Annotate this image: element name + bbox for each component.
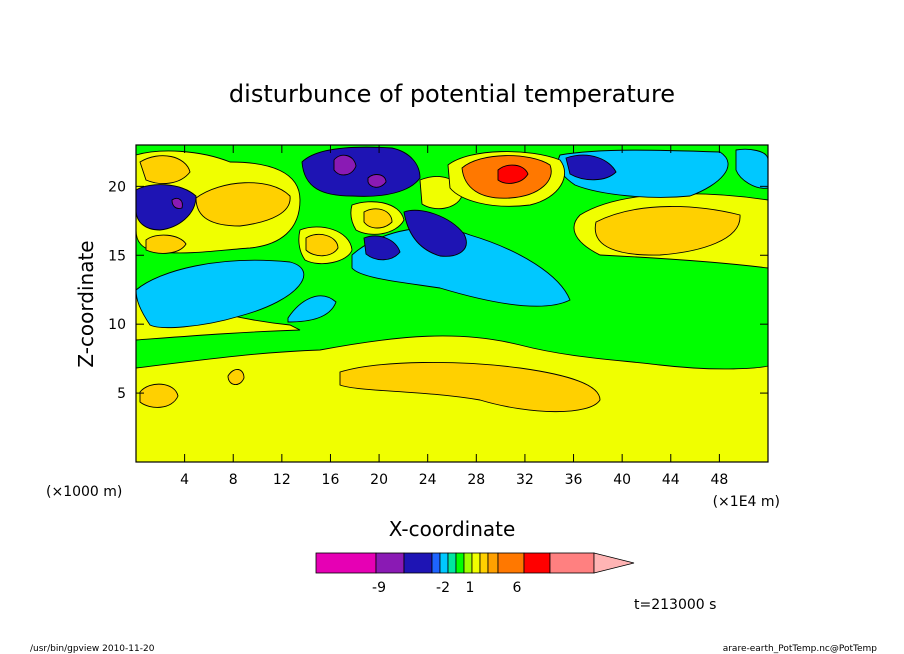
colorbar-segment <box>403 552 433 574</box>
colorbar-labels: -9 -2 1 6 <box>372 580 522 596</box>
contour-region-orange-core <box>195 182 291 227</box>
contour-region-orange-core <box>139 383 179 408</box>
footer-left: /usr/bin/gpview 2010-11-20 <box>30 644 155 654</box>
y-axis-label: Z-coordinate <box>74 240 98 367</box>
x-tick-label: 20 <box>370 472 388 488</box>
y-tick-label: 20 <box>108 179 126 195</box>
contour-region-orange-core <box>305 234 339 257</box>
contour-region-purple-core <box>171 197 183 209</box>
contour-region-orange-core <box>339 361 601 413</box>
contour-region-blue-core <box>403 209 467 257</box>
y-unit-note: (×1000 m) <box>46 484 122 500</box>
contour-region-cyan-upper <box>287 295 337 323</box>
colorbar-segment <box>549 552 595 574</box>
x-unit-note: (×1E4 m) <box>713 494 780 510</box>
y-tick-label: 5 <box>117 386 126 402</box>
x-axis-label: X-coordinate <box>389 517 516 541</box>
contour-region-orange-core <box>363 208 393 229</box>
x-tick-label: 4 <box>180 472 189 488</box>
footer-right: arare-earth_PotTemp.nc@PotTemp <box>723 644 878 654</box>
colorbar-segment <box>375 552 405 574</box>
x-tick-label: 8 <box>229 472 238 488</box>
colorbar-segment <box>439 552 449 574</box>
colorbar-extend-arrow <box>593 552 635 574</box>
x-tick-label: 12 <box>273 472 291 488</box>
colorbar-tick-label: 1 <box>466 580 475 596</box>
contour-region-lower-yellow-band <box>135 335 769 463</box>
contour-region-blue-core <box>135 184 197 231</box>
x-tick-label: 24 <box>419 472 437 488</box>
colorbar-segment <box>431 552 441 574</box>
colorbar-segment <box>523 552 551 574</box>
colorbar-tick-label: 6 <box>513 580 522 596</box>
contour-region-orange-core <box>145 234 187 254</box>
plot-frame <box>135 144 769 463</box>
colorbar-segment <box>455 552 465 574</box>
colorbar-segment <box>487 552 499 574</box>
colorbar-segment <box>479 552 489 574</box>
x-tick-label: 40 <box>613 472 631 488</box>
x-axis: 4 8 12 16 20 24 28 32 36 40 44 48 <box>180 145 728 488</box>
contour-region-blue-core <box>301 146 421 197</box>
x-tick-label: 16 <box>322 472 340 488</box>
contour-region-blue-core <box>565 154 617 181</box>
colorbar-tick-label: -2 <box>436 580 450 596</box>
colorbar-segment <box>447 552 457 574</box>
chart-title: disturbunce of potential temperature <box>229 80 675 108</box>
contour-region-purple-core <box>333 154 357 176</box>
contour-region-blue-core <box>363 235 401 261</box>
contour-region-purple-core <box>367 174 387 188</box>
colorbar-segment <box>471 552 481 574</box>
contour-region-orange-core <box>227 369 245 385</box>
colorbar-tick-label: -9 <box>372 580 386 596</box>
x-tick-label: 44 <box>662 472 680 488</box>
contour-region-orange-core <box>139 155 191 184</box>
x-tick-label: 48 <box>710 472 728 488</box>
contour-region-red-core <box>497 164 529 184</box>
contour-region-cyan-upper <box>135 259 305 328</box>
colorbar-segment <box>497 552 525 574</box>
y-tick-label: 10 <box>108 317 126 333</box>
x-tick-label: 36 <box>565 472 583 488</box>
x-tick-label: 28 <box>467 472 485 488</box>
contour-fields <box>135 146 769 463</box>
contour-region-orange-core <box>594 206 741 256</box>
y-tick-label: 15 <box>108 248 126 264</box>
colorbar-segment <box>315 552 377 574</box>
colorbar <box>315 552 635 574</box>
time-label: t=213000 s <box>634 597 716 613</box>
y-axis: 5 10 15 20 <box>108 179 768 402</box>
colorbar-segment <box>463 552 473 574</box>
x-tick-label: 32 <box>516 472 534 488</box>
